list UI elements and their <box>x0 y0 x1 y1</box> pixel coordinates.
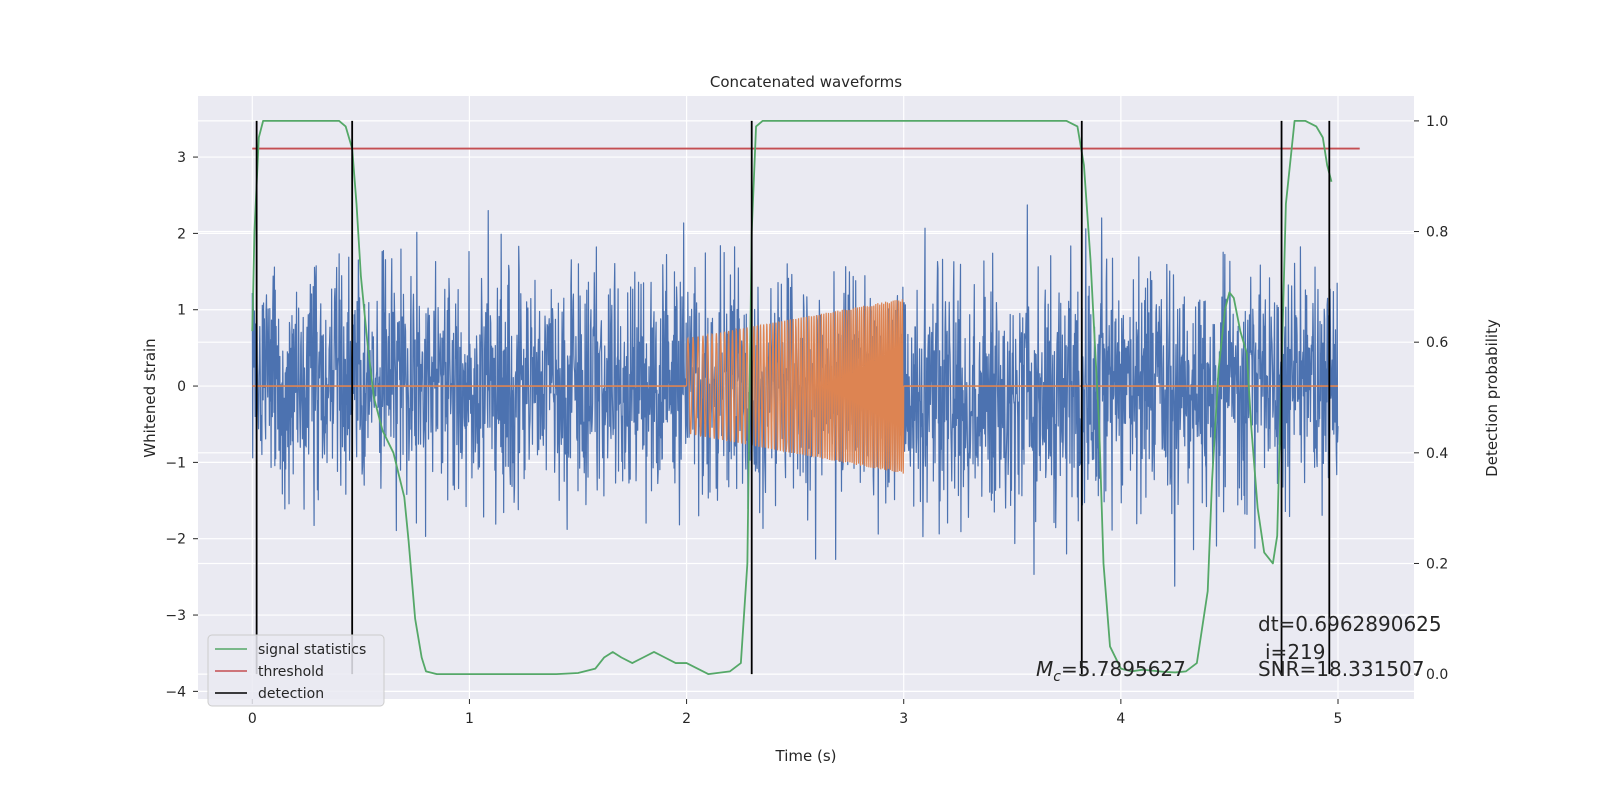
y-tick-label: 2 <box>177 226 186 242</box>
y-tick-label: 3 <box>177 150 186 166</box>
x-tick-label: 1 <box>465 711 474 727</box>
template-series <box>252 299 1338 474</box>
y2-tick-label: 0.2 <box>1426 556 1448 572</box>
x-tick-label: 3 <box>899 711 908 727</box>
x-tick-label: 5 <box>1334 711 1343 727</box>
y-tick-label: 1 <box>177 303 186 319</box>
legend: signal statistics threshold detection <box>207 634 385 707</box>
legend-box <box>207 634 385 707</box>
y-tick-label: −4 <box>165 684 186 700</box>
chart-title: Concatenated waveforms <box>710 73 902 91</box>
tick-labels: 0 1 2 3 4 5 −4 −3 −2 −1 0 1 2 3 0.0 0.2 0.4 0.6 0.8 1.0 <box>165 114 1448 727</box>
y2-tick-label: 0.8 <box>1426 225 1448 241</box>
x-axis-label: Time (s) <box>775 747 837 765</box>
legend-label-detection: detection <box>258 686 324 702</box>
x-tick-label: 4 <box>1116 711 1125 727</box>
y2-tick-label: 1.0 <box>1426 114 1448 130</box>
detection-lines <box>255 120 1331 675</box>
y-tick-label: 0 <box>177 379 186 395</box>
y2-tick-label: 0.4 <box>1426 446 1448 462</box>
y2-tick-label: 0.0 <box>1426 667 1448 683</box>
legend-label-signal: signal statistics <box>258 642 366 658</box>
template-chirp <box>685 299 905 474</box>
annotations: Mc=5.7895627 dt=0.6962890625 i=219 SNR=1… <box>1036 612 1442 685</box>
x-tick-label: 2 <box>682 711 691 727</box>
y2-tick-label: 0.6 <box>1426 335 1448 351</box>
dt-annotation: dt=0.6962890625 <box>1258 612 1442 636</box>
y-tick-label: −3 <box>165 608 186 624</box>
signal-statistics-line <box>251 119 1333 676</box>
x-tick-label: 0 <box>248 711 257 727</box>
y-tick-label: −1 <box>165 455 186 471</box>
snr-annotation: SNR=18.331507 <box>1258 657 1424 681</box>
y-axis-label: Whitened strain <box>141 338 159 457</box>
index-annotation: i=219 <box>1265 640 1326 664</box>
y-tick-label: −2 <box>165 532 186 548</box>
chirp-mass-annotation: Mc=5.7895627 <box>1036 657 1186 685</box>
signal-statistics-series <box>251 119 1333 676</box>
legend-label-threshold: threshold <box>258 664 324 680</box>
y2-axis-label: Detection probability <box>1483 319 1501 477</box>
